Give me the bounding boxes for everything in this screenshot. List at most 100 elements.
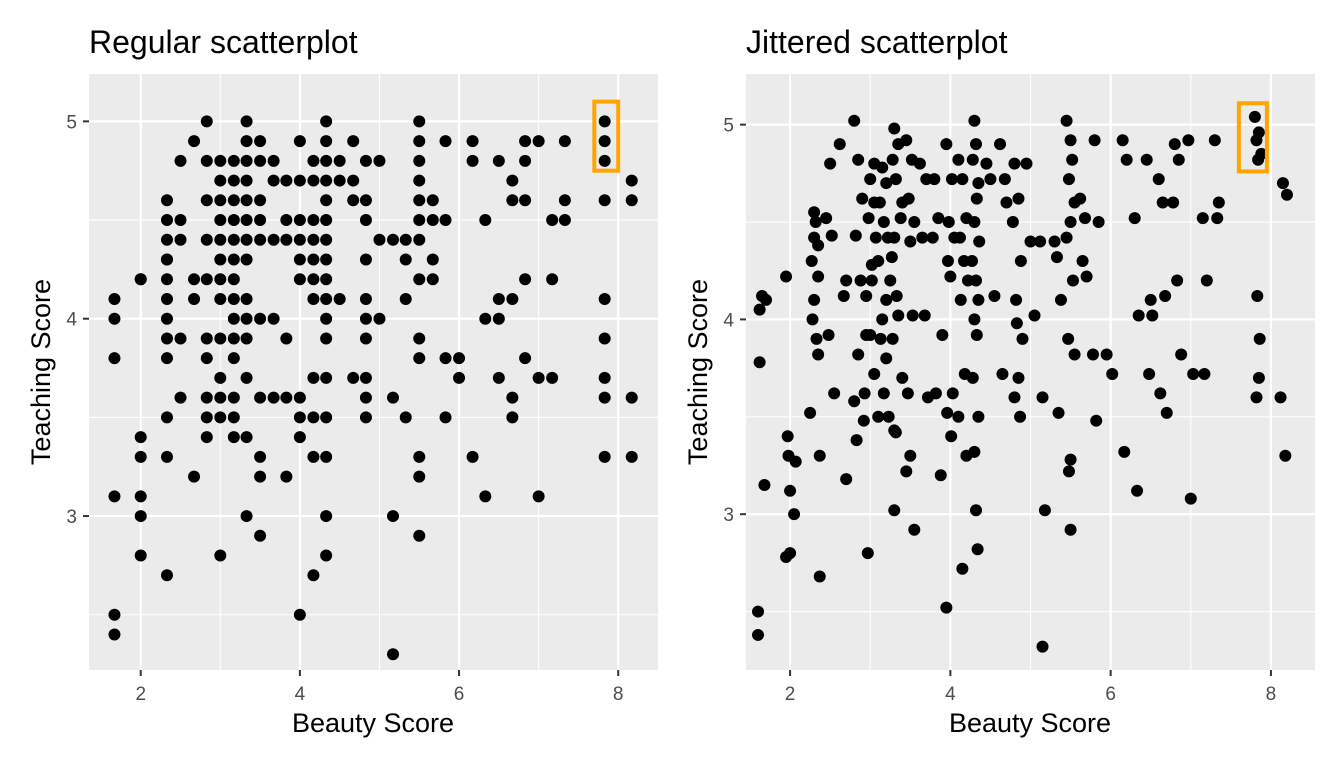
data-point (188, 135, 201, 148)
data-point (890, 290, 903, 303)
data-point (868, 367, 881, 380)
data-point (857, 414, 870, 427)
data-point (864, 173, 877, 186)
data-points-jittered (752, 110, 1293, 653)
data-point (1251, 290, 1264, 303)
data-point (1196, 212, 1209, 225)
data-point (160, 352, 173, 365)
data-point (940, 138, 953, 151)
data-point (307, 253, 320, 266)
data-point (134, 431, 147, 444)
data-point (1280, 188, 1293, 201)
data-point (833, 138, 846, 151)
data-point (254, 154, 267, 167)
data-point (200, 194, 213, 207)
x-tick-label: 8 (1266, 684, 1277, 705)
data-point (849, 229, 862, 242)
data-point (598, 332, 611, 345)
data-point (970, 274, 983, 287)
data-point (519, 273, 532, 286)
data-point (227, 233, 240, 246)
data-point (809, 216, 822, 229)
data-point (386, 391, 399, 404)
data-point (254, 450, 267, 463)
data-point (280, 174, 293, 187)
data-point (1250, 134, 1263, 147)
data-point (492, 292, 505, 305)
data-point (966, 371, 979, 384)
data-point (479, 490, 492, 503)
data-point (426, 214, 439, 227)
data-point (227, 391, 240, 404)
data-point (1062, 465, 1075, 478)
data-point (240, 233, 253, 246)
data-point (320, 411, 333, 424)
x-tick-label: 2 (135, 684, 146, 705)
data-point (200, 273, 213, 286)
data-point (519, 135, 532, 148)
data-point (373, 233, 386, 246)
data-point (856, 192, 869, 205)
data-point (413, 273, 426, 286)
data-point (944, 270, 957, 283)
data-point (896, 371, 909, 384)
data-point (320, 312, 333, 325)
data-point (862, 212, 875, 225)
data-point (413, 154, 426, 167)
data-point (240, 194, 253, 207)
data-point (227, 352, 240, 365)
data-point (1092, 216, 1105, 229)
data-point (160, 233, 173, 246)
data-point (873, 196, 886, 209)
data-point (307, 154, 320, 167)
data-point (240, 214, 253, 227)
data-point (1036, 640, 1049, 653)
data-point (519, 352, 532, 365)
data-point (214, 194, 227, 207)
data-point (413, 135, 426, 148)
data-point (293, 608, 306, 621)
data-point (848, 395, 861, 408)
data-point (988, 290, 1001, 303)
data-point (426, 273, 439, 286)
data-point (760, 293, 773, 306)
data-point (1088, 134, 1101, 147)
data-point (359, 253, 372, 266)
data-point (359, 312, 372, 325)
data-point (928, 173, 941, 186)
data-point (1156, 196, 1169, 209)
data-point (160, 273, 173, 286)
data-point (886, 332, 899, 345)
data-point (254, 135, 267, 148)
data-point (1078, 212, 1091, 225)
data-point (780, 270, 793, 283)
data-point (160, 332, 173, 345)
data-point (1050, 251, 1063, 264)
data-point (227, 332, 240, 345)
data-point (1036, 391, 1049, 404)
data-point (968, 114, 981, 127)
y-tick-label: 5 (723, 116, 734, 137)
data-point (956, 173, 969, 186)
data-point (900, 465, 913, 478)
data-point (293, 253, 306, 266)
data-point (214, 253, 227, 266)
data-point (506, 194, 519, 207)
data-point (347, 174, 360, 187)
data-point (810, 332, 823, 345)
data-point (972, 410, 985, 423)
data-point (1211, 212, 1224, 225)
data-point (200, 431, 213, 444)
data-point (942, 216, 955, 229)
data-point (840, 473, 853, 486)
data-point (1146, 309, 1159, 322)
data-point (200, 352, 213, 365)
data-point (780, 551, 793, 564)
data-point (598, 391, 611, 404)
x-axis-jittered: 2 4 6 8 (785, 670, 1276, 705)
data-point (758, 478, 771, 491)
data-points-regular (108, 115, 638, 661)
data-point (1087, 348, 1100, 361)
data-point (267, 312, 280, 325)
data-point (940, 601, 953, 614)
